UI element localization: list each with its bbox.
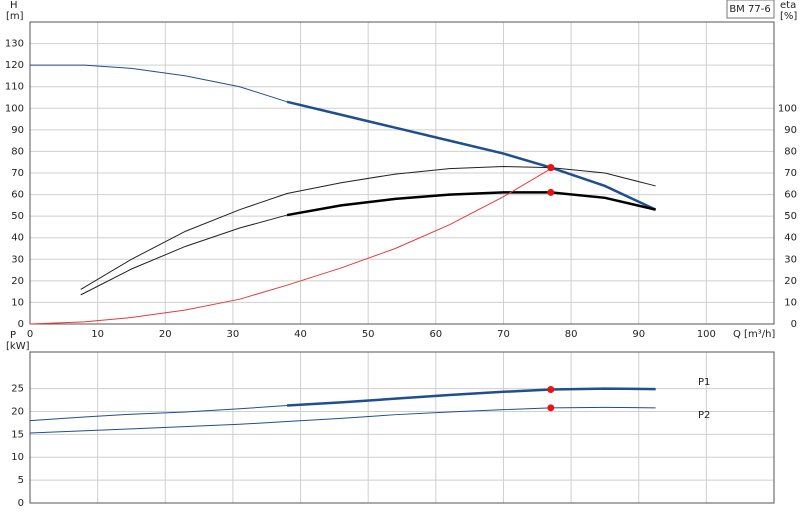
y-tick-label: 30 <box>11 254 24 265</box>
curve <box>30 64 288 103</box>
y2-tick-label: 40 <box>784 233 797 244</box>
y-tick-label: 80 <box>11 146 24 157</box>
curve <box>286 387 656 407</box>
y-axis-label: H <box>10 0 18 11</box>
y2-tick-label: 60 <box>784 190 797 201</box>
y2-tick-label: 10 <box>784 297 797 308</box>
x-tick-label: 70 <box>497 329 510 340</box>
y2-tick-label: 80 <box>784 146 797 157</box>
curve <box>29 405 288 422</box>
x-axis-label: Q [m³/h] <box>733 329 775 340</box>
y2-axis-unit: [%] <box>780 11 797 22</box>
y-tick-label: 100 <box>5 103 24 114</box>
x-tick-label: 10 <box>91 329 104 340</box>
y-tick-label: 130 <box>5 39 24 50</box>
x-tick-label: 80 <box>565 329 578 340</box>
curve <box>29 168 552 325</box>
model-label: BM 77-6 <box>729 4 770 15</box>
y-tick-label: 0 <box>18 498 24 509</box>
y-tick-label: 20 <box>11 406 24 417</box>
y-tick-label: 25 <box>11 384 24 395</box>
y-tick-label: 20 <box>11 276 24 287</box>
y-tick-label: 50 <box>11 211 24 222</box>
curve <box>80 166 656 290</box>
x-tick-label: 40 <box>294 329 307 340</box>
series-label: P2 <box>698 410 710 421</box>
x-tick-label: 20 <box>159 329 172 340</box>
y-tick-label: 60 <box>11 190 24 201</box>
y2-tick-label: 20 <box>784 276 797 287</box>
y2-tick-label: 0 <box>791 319 797 330</box>
y2-tick-label: 70 <box>784 168 797 179</box>
y-tick-label: 90 <box>11 125 24 136</box>
y2-tick-label: 90 <box>784 125 797 136</box>
operating-point <box>547 404 555 412</box>
y-tick-label: 110 <box>5 82 24 93</box>
y-tick-label: 120 <box>5 60 24 71</box>
plot-frame <box>29 21 775 325</box>
operating-point <box>547 164 555 172</box>
operating-point <box>547 188 555 196</box>
x-tick-label: 0 <box>27 329 33 340</box>
x-tick-label: 100 <box>697 329 716 340</box>
y2-axis-label: eta <box>780 0 796 11</box>
y2-tick-label: 100 <box>778 103 797 114</box>
series-label: P1 <box>698 377 710 388</box>
y-tick-label: 40 <box>11 233 24 244</box>
y-tick-label: 5 <box>18 475 24 486</box>
plot-frame <box>29 351 775 504</box>
y-axis-unit: [kW] <box>6 341 30 352</box>
y-axis-label: P <box>10 330 16 341</box>
y-tick-label: 70 <box>11 168 24 179</box>
y-tick-label: 10 <box>11 297 24 308</box>
y2-tick-label: 30 <box>784 254 797 265</box>
y-axis-unit: [m] <box>6 11 24 22</box>
x-tick-label: 90 <box>632 329 645 340</box>
curve <box>80 214 288 296</box>
curve <box>286 100 657 211</box>
operating-point <box>547 386 555 394</box>
x-tick-label: 50 <box>362 329 375 340</box>
x-tick-label: 30 <box>227 329 240 340</box>
y-tick-label: 0 <box>18 319 24 330</box>
model-box <box>726 0 775 19</box>
y2-tick-label: 50 <box>784 211 797 222</box>
y-tick-label: 15 <box>11 429 24 440</box>
curve <box>29 406 656 434</box>
curve <box>286 191 656 217</box>
y-tick-label: 10 <box>11 452 24 463</box>
x-tick-label: 60 <box>429 329 442 340</box>
